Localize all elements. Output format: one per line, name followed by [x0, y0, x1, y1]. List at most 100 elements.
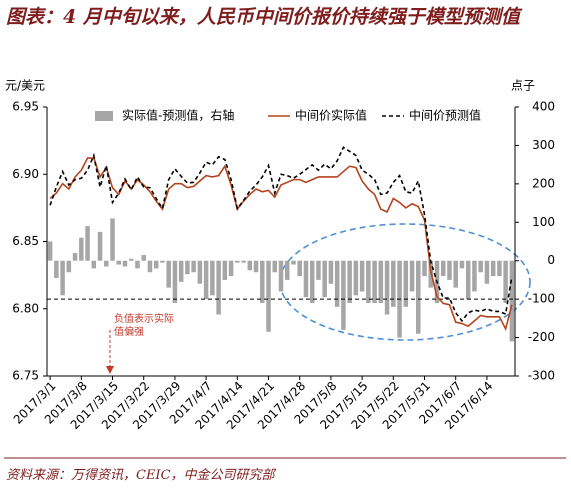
bar: [359, 260, 365, 292]
bar: [472, 260, 477, 292]
bar: [416, 260, 421, 334]
y2-tick-label: 200: [532, 176, 555, 190]
bar: [147, 260, 153, 273]
y2-tick-label: -100: [528, 292, 555, 306]
bar: [203, 260, 209, 300]
bar: [135, 260, 140, 269]
bar: [166, 260, 171, 288]
bar: [79, 237, 84, 261]
bar: [328, 260, 334, 284]
bar: [47, 241, 53, 261]
y2-tick-label: -200: [528, 330, 555, 344]
y2-tick-label: 0: [547, 253, 555, 267]
bar: [178, 260, 184, 282]
bar: [222, 260, 228, 280]
bar: [409, 260, 415, 292]
legend-label: 中间价预测值: [409, 108, 481, 123]
bar: [160, 260, 165, 263]
bar: [153, 260, 159, 269]
legend-swatch: [95, 111, 113, 121]
y2-axis-label: 点子: [511, 79, 535, 93]
bar: [484, 260, 490, 284]
bar: [141, 254, 146, 261]
bar: [278, 260, 284, 292]
y-tick-label: 6.90: [12, 167, 39, 181]
bar: [341, 260, 346, 330]
bar: [353, 260, 359, 296]
bar: [260, 260, 265, 303]
bar: [272, 260, 278, 273]
bar: [172, 260, 178, 303]
bar: [241, 260, 246, 263]
bar: [509, 260, 515, 342]
bar: [384, 260, 390, 315]
bar: [197, 260, 203, 284]
bar: [122, 260, 128, 267]
bar: [447, 260, 452, 280]
y-tick-label: 6.85: [12, 234, 39, 248]
bar: [235, 260, 240, 263]
bar: [422, 260, 427, 277]
bar: [322, 260, 327, 298]
bar: [378, 260, 384, 303]
bar: [503, 260, 508, 303]
bar: [216, 260, 221, 315]
bar: [91, 260, 97, 269]
y-tick-label: 6.75: [12, 369, 39, 383]
bar: [60, 260, 65, 296]
bar: [85, 226, 90, 261]
bar: [497, 260, 502, 277]
highlight-ellipse: [279, 223, 531, 341]
annotation: 负值表示实际值偏强: [114, 314, 174, 338]
bar: [185, 260, 190, 275]
bar: [303, 260, 309, 298]
bar: [465, 260, 471, 300]
bar: [403, 260, 409, 307]
bar: [453, 260, 458, 288]
bar: [459, 260, 465, 269]
title: 图表：4 月中旬以来，人民币中间价报价持续强于模型预测值: [6, 6, 520, 28]
y-tick-label: 6.80: [12, 301, 39, 315]
bar: [228, 260, 234, 277]
bar: [72, 253, 78, 261]
bar: [54, 260, 59, 279]
y2-tick-label: 300: [532, 138, 555, 152]
bar: [366, 260, 371, 303]
bar: [66, 260, 72, 273]
bar: [97, 231, 103, 261]
bar: [440, 260, 446, 277]
bar: [104, 260, 109, 267]
bar: [247, 260, 253, 271]
annotation-arrowhead: [106, 366, 114, 374]
bar: [391, 260, 396, 307]
bar: [347, 260, 352, 303]
y-tick-label: 6.95: [12, 100, 39, 114]
bar: [309, 260, 315, 303]
bar: [478, 260, 483, 273]
bar: [128, 258, 134, 261]
bar: [291, 260, 296, 265]
bar: [210, 260, 215, 296]
legend-label: 中间价实际值: [295, 108, 367, 123]
bar: [490, 260, 496, 277]
source: 资料来源：万得资讯，CEIC，中金公司研究部: [6, 468, 275, 483]
bar: [372, 260, 377, 303]
y2-tick-label: 100: [532, 215, 555, 229]
line: [49, 157, 513, 332]
bar: [334, 260, 340, 307]
bar: [253, 260, 259, 273]
bar: [297, 260, 302, 277]
bar: [110, 218, 115, 261]
legend-label: 实际值-预测值，右轴: [122, 108, 234, 123]
bar: [191, 260, 196, 273]
y2-tick-label: -300: [528, 369, 555, 383]
y2-tick-label: 400: [532, 100, 555, 114]
bar: [266, 260, 271, 332]
bar: [116, 260, 122, 265]
bar: [316, 260, 321, 280]
line: [49, 146, 513, 323]
bar: [284, 260, 290, 280]
y-axis-label: 元/美元: [5, 79, 45, 93]
